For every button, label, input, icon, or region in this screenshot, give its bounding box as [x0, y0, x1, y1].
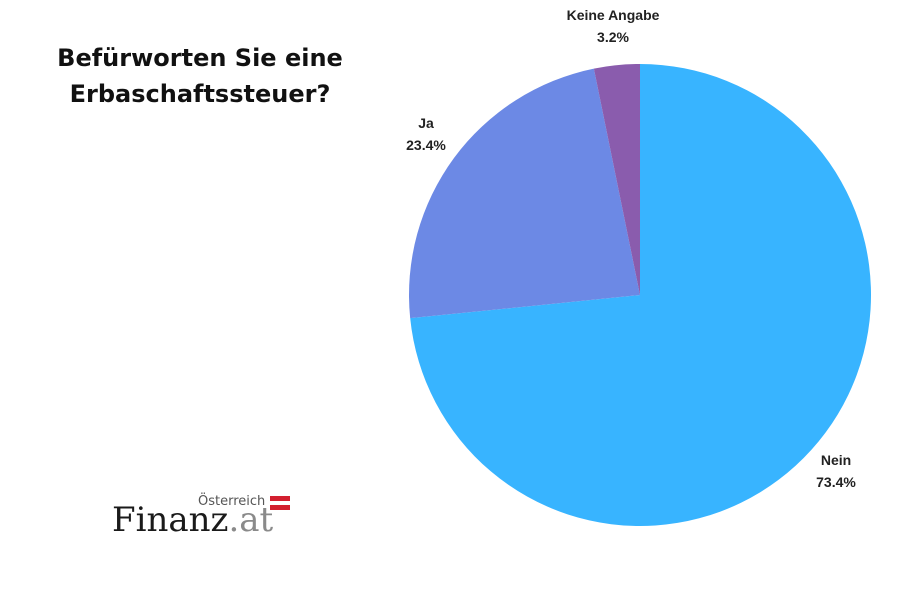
- pie-slice-keine-angabe: [593, 64, 640, 295]
- slice-label: Keine Angabe: [567, 7, 660, 23]
- logo-brand-tld: .at: [228, 500, 274, 540]
- slice-value-label: 23.4%: [406, 137, 446, 153]
- slice-value-label: 3.2%: [597, 29, 629, 45]
- pie-slice-nein: [410, 64, 872, 526]
- finanz-at-logo: Österreich Finanz.at: [112, 492, 302, 548]
- logo-brand: Finanz.at: [112, 500, 273, 540]
- logo-brand-main: Finanz: [112, 500, 229, 540]
- slice-label: Nein: [821, 452, 851, 468]
- austria-flag-icon: [270, 496, 290, 511]
- slice-label: Ja: [418, 115, 434, 131]
- pie-slice-ja: [409, 68, 640, 319]
- logo-country: Österreich: [198, 494, 266, 509]
- slice-value-label: 73.4%: [816, 474, 856, 490]
- chart-title: Befürworten Sie eine Erbaschaftssteuer?: [57, 44, 343, 108]
